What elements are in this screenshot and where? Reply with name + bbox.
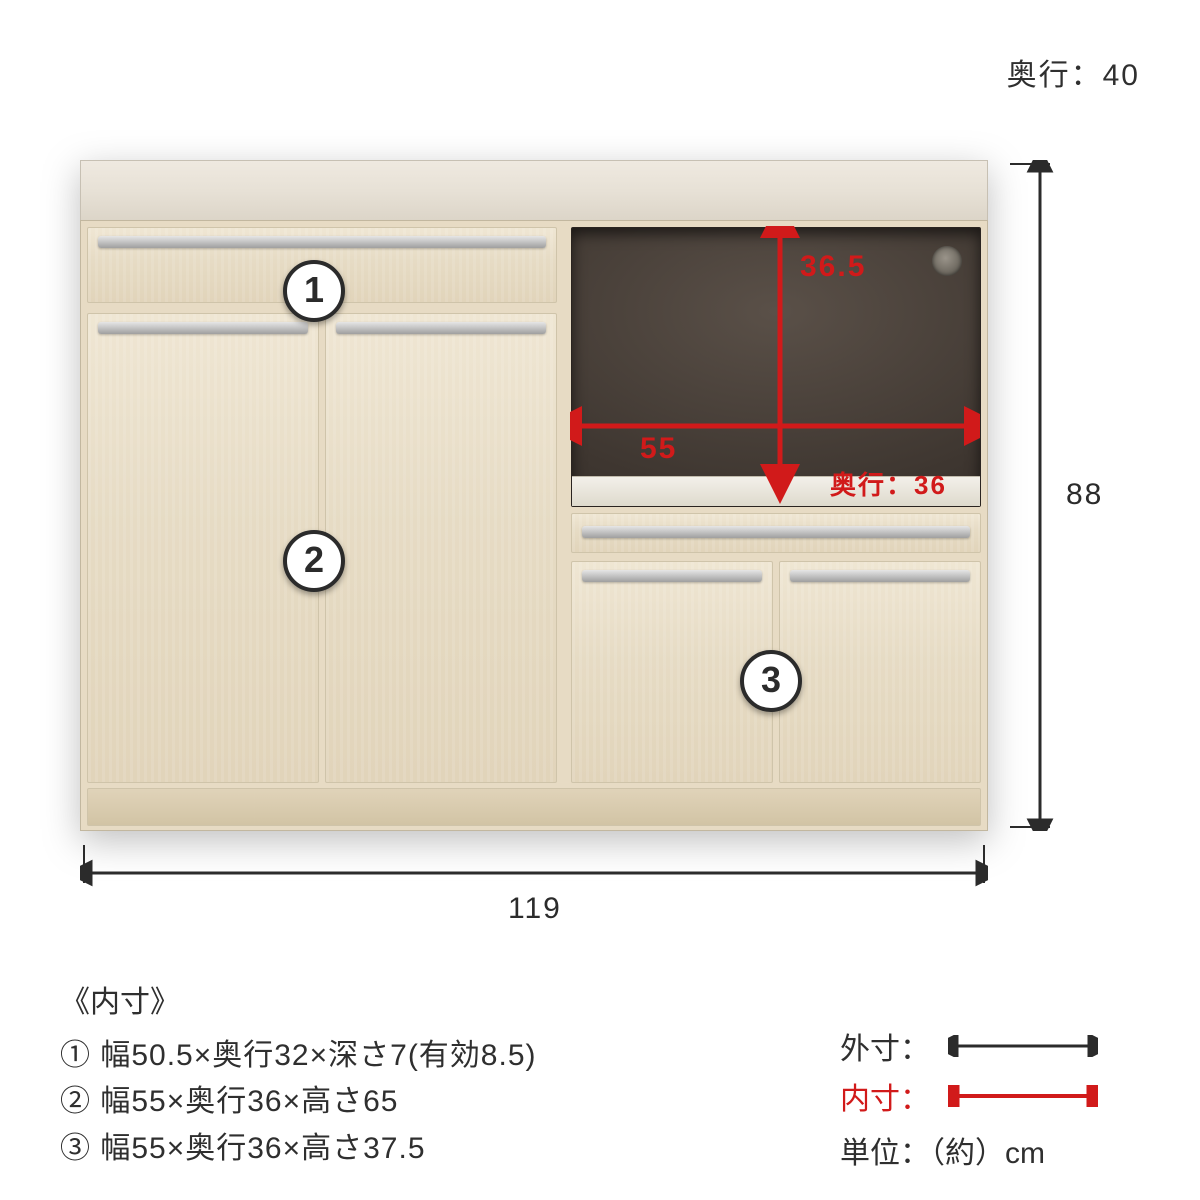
cabinet-illustration <box>80 160 988 831</box>
marker-2: 2 <box>283 530 345 592</box>
open-cavity <box>571 227 981 507</box>
outer-width-arrow <box>80 845 988 905</box>
outer-height-label: 88 <box>1066 478 1103 512</box>
legend: 外寸： 内寸： 単位：（約）cm <box>840 1018 1150 1172</box>
legend-outer-row: 外寸： <box>840 1024 1150 1068</box>
marker-3: 3 <box>740 650 802 712</box>
outer-height-arrow <box>1010 160 1070 831</box>
marker-3-label: 3 <box>761 659 781 701</box>
marker-1: 1 <box>283 260 345 322</box>
handle-icon <box>582 526 970 538</box>
legend-inner-label: 内寸： <box>840 1074 930 1118</box>
marker-2-label: 2 <box>304 539 324 581</box>
depth-top-label: 奥行：40 <box>1007 50 1140 94</box>
rail-under-cavity <box>571 513 981 553</box>
cable-grommet-icon <box>932 246 962 276</box>
legend-inner-arrow-icon <box>948 1085 1098 1107</box>
legend-unit: 単位：（約）cm <box>840 1128 1150 1172</box>
door-right-inner <box>779 561 981 783</box>
spec-title: 《内寸》 <box>60 977 1140 1021</box>
legend-outer-arrow-icon <box>948 1035 1098 1057</box>
handle-icon <box>336 322 546 334</box>
outer-width-label: 119 <box>508 892 562 926</box>
legend-outer-label: 外寸： <box>840 1024 930 1068</box>
slide-tray <box>572 476 980 506</box>
legend-inner-row: 内寸： <box>840 1074 1150 1118</box>
countertop <box>80 160 988 220</box>
handle-icon <box>98 236 546 248</box>
cabinet-plinth <box>87 788 981 826</box>
diagram-canvas: 奥行：40 <box>0 0 1200 1200</box>
cabinet-face <box>80 220 988 831</box>
door-left-outer <box>87 313 319 783</box>
handle-icon <box>98 322 308 334</box>
handle-icon <box>582 570 762 582</box>
marker-1-label: 1 <box>304 269 324 311</box>
door-left-inner <box>325 313 557 783</box>
handle-icon <box>790 570 970 582</box>
